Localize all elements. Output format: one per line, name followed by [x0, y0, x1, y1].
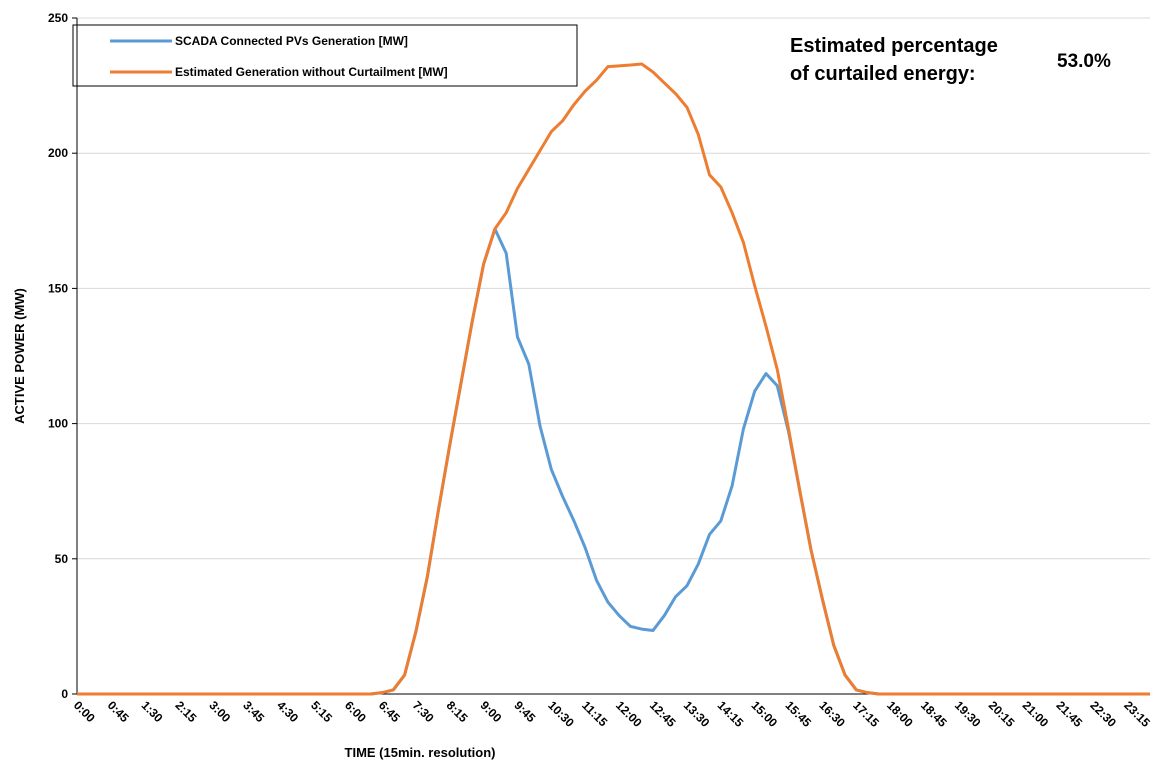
- x-tick-label: 2:15: [173, 698, 200, 725]
- legend-label: SCADA Connected PVs Generation [MW]: [175, 34, 408, 48]
- x-tick-label: 22:30: [1087, 698, 1119, 730]
- x-tick-label: 3:00: [206, 698, 233, 725]
- x-tick-label: 9:00: [477, 698, 504, 725]
- x-tick-label: 18:45: [918, 698, 950, 730]
- x-tick-label: 8:15: [444, 698, 471, 725]
- series-line: [77, 227, 1150, 696]
- x-tick-label: 9:45: [511, 698, 538, 725]
- x-tick-label: 18:00: [884, 698, 916, 730]
- x-tick-label: 23:15: [1121, 698, 1153, 730]
- x-tick-label: 10:30: [545, 698, 577, 730]
- x-tick-label: 21:45: [1054, 698, 1086, 730]
- x-tick-label: 3:45: [240, 698, 267, 725]
- y-tick-label: 50: [55, 552, 69, 566]
- x-tick-label: 1:30: [139, 698, 166, 725]
- x-tick-label: 12:00: [613, 698, 645, 730]
- x-tick-label: 5:15: [308, 698, 335, 725]
- annotation-line: Estimated percentage: [790, 35, 998, 57]
- legend-box: [72, 24, 578, 87]
- y-tick-label: 150: [48, 281, 68, 295]
- x-tick-label: 13:30: [681, 698, 713, 730]
- x-tick-label: 6:00: [342, 698, 369, 725]
- x-tick-label: 20:15: [986, 698, 1018, 730]
- x-tick-label: 7:30: [410, 698, 437, 725]
- x-tick-label: 0:00: [71, 698, 98, 725]
- x-tick-label: 11:15: [579, 698, 610, 729]
- y-tick-label: 100: [48, 417, 68, 431]
- x-tick-label: 16:30: [816, 698, 848, 730]
- x-axis-label: TIME (15min. resolution): [345, 745, 496, 760]
- x-tick-label: 6:45: [376, 698, 403, 725]
- x-tick-label: 14:15: [715, 698, 747, 730]
- x-tick-label: 12:45: [647, 698, 679, 730]
- annotation-value: 53.0%: [1057, 51, 1111, 72]
- x-tick-label: 21:00: [1020, 698, 1052, 730]
- x-tick-label: 4:30: [274, 698, 301, 725]
- y-tick-label: 0: [61, 687, 68, 701]
- x-tick-label: 15:00: [749, 698, 781, 730]
- series-line: [77, 62, 1150, 696]
- x-tick-label: 17:15: [850, 698, 882, 730]
- x-tick-label: 0:45: [105, 698, 132, 725]
- y-tick-label: 200: [48, 146, 68, 160]
- annotation-line: of curtailed energy:: [790, 63, 976, 85]
- x-tick-label: 15:45: [782, 698, 814, 730]
- y-axis-label: ACTIVE POWER (MW): [12, 288, 27, 424]
- x-tick-label: 19:30: [952, 698, 984, 730]
- legend-label: Estimated Generation without Curtailment…: [175, 65, 448, 79]
- y-tick-label: 250: [48, 11, 68, 25]
